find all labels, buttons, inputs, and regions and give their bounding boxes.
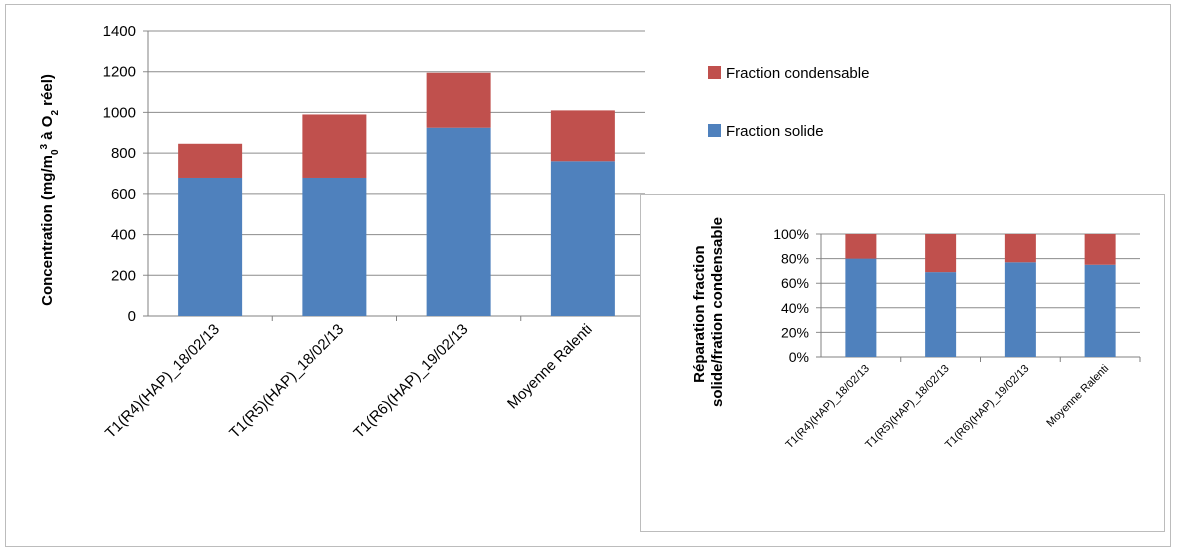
- y-tick-label: 400: [111, 227, 136, 244]
- inset-y-title-line1: Réparation fraction: [691, 245, 708, 383]
- x-tick-label: T1(R6)(HAP)_19/02/13: [943, 363, 1031, 451]
- main-y-axis-title: Concentration (mg/m03 à O2 réel): [39, 74, 61, 306]
- inset-bars: [845, 234, 1116, 357]
- main-y-tick-labels: 0 200 400 600 800 1000 1200 1400: [103, 23, 136, 325]
- bar-solide: [845, 258, 877, 357]
- bar-solide: [925, 272, 957, 357]
- bar-solide: [302, 177, 367, 316]
- y-tick-label: 1000: [103, 104, 136, 121]
- y-tick-label: 100%: [773, 226, 809, 242]
- legend: Fraction condensable Fraction solide: [708, 65, 869, 140]
- bar-condensable: [178, 143, 243, 178]
- legend-swatch-condensable: [708, 66, 721, 79]
- x-tick-label: Moyenne Ralenti: [1044, 363, 1111, 430]
- chart-frame: [5, 4, 1171, 547]
- main-bars: [178, 72, 615, 316]
- y-tick-label: 1200: [103, 64, 136, 81]
- bar-condensable: [845, 234, 877, 259]
- y-tick-label: 40%: [781, 300, 809, 316]
- bar-condensable: [925, 234, 957, 273]
- inset-chart-frame: [640, 194, 1165, 532]
- bar-solide: [426, 127, 491, 316]
- y-tick-label: 20%: [781, 324, 809, 340]
- y-tick-label: 0: [128, 308, 136, 325]
- legend-label-condensable: Fraction condensable: [726, 65, 869, 82]
- bar-solide: [1084, 264, 1116, 357]
- y-title-sup3: 3: [39, 143, 50, 149]
- bar-solide: [1004, 262, 1036, 357]
- y-tick-label: 0%: [789, 349, 809, 365]
- y-title-sub2: 2: [50, 110, 61, 116]
- y-tick-label: 60%: [781, 275, 809, 291]
- inset-y-title-line2: solide/fration condensable: [709, 217, 726, 407]
- inset-y-tick-labels: 0% 20% 40% 60% 80% 100%: [773, 226, 809, 365]
- y-title-mid: à O: [39, 115, 56, 144]
- bar-condensable: [1004, 234, 1036, 263]
- y-tick-label: 800: [111, 145, 136, 162]
- y-tick-label: 200: [111, 267, 136, 284]
- y-title-suffix: réel): [39, 74, 56, 110]
- bar-condensable: [550, 110, 615, 162]
- bar-solide: [178, 177, 243, 316]
- bar-solide: [550, 161, 615, 316]
- x-tick-label: T1(R5)(HAP)_18/02/13: [863, 363, 951, 451]
- inset-y-axis-title: Réparation fraction solide/fration conde…: [691, 217, 726, 407]
- bar-condensable: [1084, 234, 1116, 265]
- legend-swatch-solide: [708, 124, 721, 137]
- x-tick-label: T1(R4)(HAP)_18/02/13: [784, 363, 872, 451]
- bar-condensable: [426, 72, 491, 128]
- y-title-sub0: 0: [50, 149, 61, 155]
- y-tick-label: 1400: [103, 23, 136, 40]
- y-title-prefix: Concentration (mg/m: [39, 155, 56, 306]
- inset-x-tick-labels: T1(R4)(HAP)_18/02/13T1(R5)(HAP)_18/02/13…: [784, 363, 1112, 451]
- y-tick-label: 600: [111, 186, 136, 203]
- legend-label-solide: Fraction solide: [726, 123, 824, 140]
- bar-condensable: [302, 114, 367, 178]
- y-tick-label: 80%: [781, 251, 809, 267]
